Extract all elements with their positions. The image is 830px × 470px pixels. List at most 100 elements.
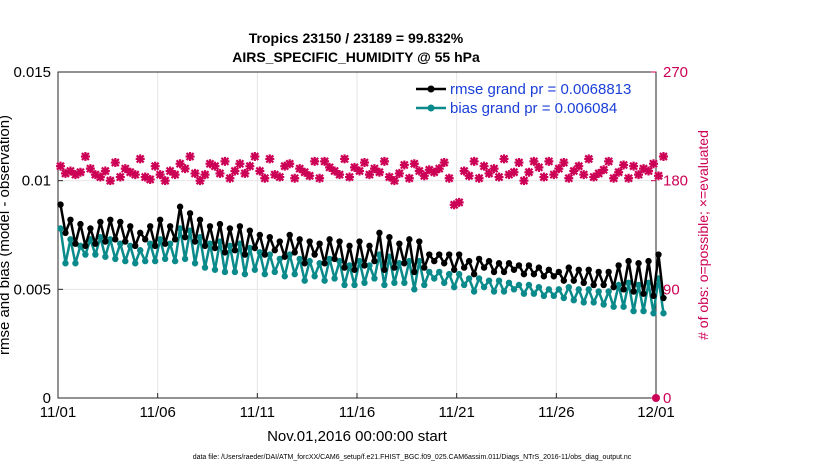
rmse-point (555, 268, 563, 276)
bias-point (500, 288, 508, 295)
obs-count-point (544, 156, 554, 166)
obs-count-point (364, 170, 374, 180)
obs-count-point (150, 161, 160, 171)
bias-point (311, 273, 318, 280)
obs-count-point (504, 170, 514, 180)
obs-count-point (130, 170, 140, 180)
obs-count-point (55, 161, 65, 171)
rmse-point (261, 251, 269, 258)
bias-point (256, 249, 264, 256)
obs-count-point (359, 158, 369, 168)
obs-count-point (589, 172, 599, 182)
obs-count-point (439, 158, 449, 168)
bias-point (77, 242, 84, 250)
obs-count-point (350, 162, 360, 172)
obs-count-point (225, 173, 235, 183)
bias-point (336, 257, 343, 265)
obs-count-point (449, 200, 459, 210)
bias-point (570, 297, 577, 304)
bias-point (137, 247, 144, 254)
obs-count-point (559, 158, 569, 168)
obs-count-point (315, 173, 325, 183)
rmse-point (386, 233, 393, 241)
obs-count-point (649, 159, 659, 169)
bias-point (127, 242, 134, 250)
obs-count-point (394, 168, 404, 178)
bias-point (575, 286, 582, 293)
bias-point (251, 266, 259, 273)
data-file-footer: data file: /Users/raeder/DAI/ATM_forcXX/… (193, 454, 632, 461)
obs-count-point (604, 156, 614, 166)
obs-count-point (459, 166, 469, 176)
y-tick-label: 0.01 (22, 173, 51, 190)
bias-point (341, 281, 348, 289)
y-right-tick-label: 0 (663, 390, 671, 407)
rmse-point (605, 268, 612, 276)
rmse-point (276, 238, 283, 245)
rmse-point (450, 266, 458, 273)
rmse-point (236, 223, 244, 230)
obs-count-point (300, 167, 310, 177)
rmse-point (102, 238, 109, 245)
rmse-series (57, 201, 667, 302)
rmse-point (441, 260, 448, 267)
obs-count-point (484, 168, 494, 178)
rmse-point (107, 216, 114, 223)
rmse-point (156, 216, 164, 223)
rmse-point (470, 270, 478, 278)
bias-point (455, 270, 463, 278)
obs-count-point (399, 160, 409, 170)
rmse-point (316, 240, 323, 247)
rmse-point (445, 251, 453, 258)
bias-point (231, 268, 239, 276)
rmse-point (306, 238, 313, 245)
obs-count-point (310, 156, 320, 166)
rmse-point (570, 277, 577, 284)
x-axis-label: Nov.01,2016 00:00:00 start (267, 428, 448, 445)
obs-count-point (429, 167, 439, 177)
rmse-point (62, 229, 69, 237)
rmse-point (650, 292, 657, 300)
bias-point (396, 260, 403, 267)
bias-point (416, 257, 423, 265)
bias-point (381, 281, 388, 289)
rmse-point (655, 251, 662, 258)
bias-point (246, 244, 254, 252)
chart-subtitle: AIRS_SPECIFIC_HUMIDITY @ 55 hPa (232, 49, 480, 65)
x-tick-label: 11/21 (438, 404, 474, 421)
rmse-point (585, 266, 592, 273)
rmse-point (510, 266, 518, 273)
obs-count-point (140, 172, 150, 182)
obs-count-point (280, 161, 290, 171)
obs-count-point (65, 166, 75, 176)
obs-count-point (564, 173, 574, 183)
rmse-point (401, 260, 408, 267)
bias-point (261, 270, 269, 278)
obs-count-point (419, 171, 429, 181)
rmse-point (77, 220, 84, 228)
rmse-point (515, 262, 523, 269)
bias-point (361, 279, 368, 287)
obs-count-point (494, 172, 504, 182)
rmse-point (186, 210, 194, 217)
y-tick-label: 0.015 (13, 64, 51, 81)
bias-point (151, 257, 159, 265)
obs-count-point (160, 176, 170, 186)
bias-point (291, 270, 298, 278)
rmse-point (600, 281, 607, 289)
y-axis-ticks: 0 0.005 0.01 0.015 (13, 64, 63, 407)
rmse-point (241, 251, 249, 258)
bias-point (630, 307, 637, 315)
rmse-point (246, 227, 254, 234)
y-axis-label: rmse and bias (model - observation) (0, 115, 13, 355)
rmse-point (356, 238, 363, 245)
rmse-point (166, 223, 174, 230)
obs-count-point (60, 168, 70, 178)
obs-count-point (250, 152, 260, 162)
bias-point (112, 255, 119, 263)
rmse-point (266, 233, 273, 241)
bias-point (211, 266, 219, 273)
bias-point (156, 236, 164, 243)
bias-point (142, 257, 149, 265)
rmse-point (371, 257, 378, 265)
